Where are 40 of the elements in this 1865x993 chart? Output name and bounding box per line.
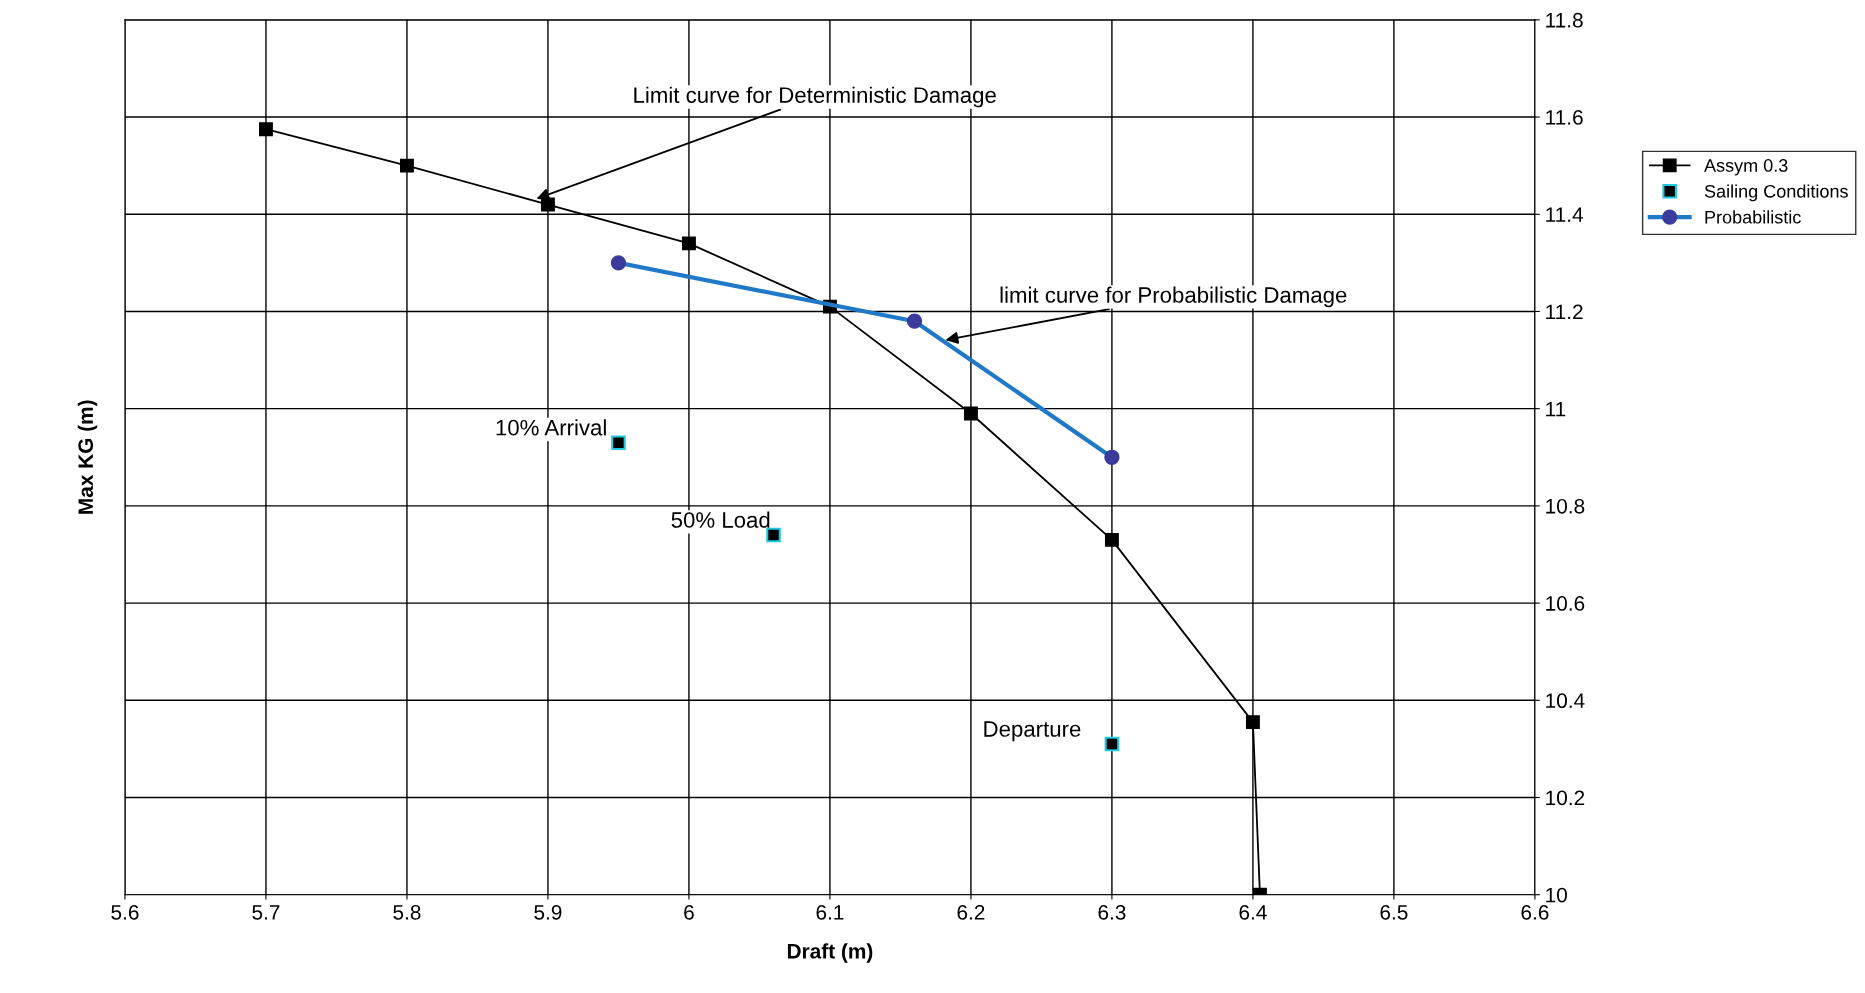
point	[1104, 532, 1119, 547]
x-tick-label: 6	[684, 904, 694, 920]
annotation: Departure	[984, 721, 1081, 742]
x-tick-label: 5.7	[252, 905, 280, 920]
point	[399, 158, 414, 173]
y-tick-label: 11.4	[1546, 207, 1584, 222]
point	[766, 527, 781, 543]
annotation: 50% Load	[671, 511, 770, 528]
y-tick-label: 11.8	[1546, 12, 1583, 28]
x-tick-label: 5.9	[534, 904, 562, 920]
point	[1245, 715, 1260, 730]
y-tick-label: 11	[1546, 401, 1566, 417]
x-tick-label: 6.5	[1380, 904, 1408, 920]
y-tick-label: 11.2	[1546, 304, 1583, 320]
point	[963, 406, 978, 421]
x-tick-label: 6.1	[816, 904, 844, 920]
legend-label: Assym 0.3	[1704, 159, 1788, 176]
point	[681, 236, 696, 251]
y-tick-label: 10.2	[1546, 790, 1585, 806]
y-tick-label: 10.6	[1546, 596, 1585, 611]
y-tick-label: 11.6	[1546, 110, 1583, 125]
point	[611, 435, 626, 450]
y-tick-label: 10.4	[1546, 693, 1585, 709]
x-tick-label: 6.3	[1098, 904, 1126, 920]
x-axis-title: Draft (m)	[787, 943, 873, 963]
legend-label: Probabilistic	[1705, 210, 1801, 224]
point	[1104, 736, 1120, 752]
y-tick-label: 10.8	[1546, 498, 1585, 514]
y-axis-title: Max KG (m)	[77, 400, 98, 514]
x-tick-label: 6.6	[1521, 904, 1549, 920]
x-tick-label: 6.4	[1239, 904, 1267, 920]
x-tick-label: 5.8	[393, 904, 421, 920]
x-tick-label: 6.2	[957, 904, 985, 920]
annotation: 10% Arrival	[496, 419, 606, 436]
point	[259, 122, 273, 137]
y-tick-label: 10	[1546, 887, 1567, 903]
annotation: Limit curve for Deterministic Damage	[634, 86, 996, 108]
x-tick-label: 5.6	[111, 904, 139, 920]
legend-label: Sailing Conditions	[1704, 184, 1848, 202]
annotation: limit curve for Probabilistic Damage	[1000, 286, 1347, 308]
